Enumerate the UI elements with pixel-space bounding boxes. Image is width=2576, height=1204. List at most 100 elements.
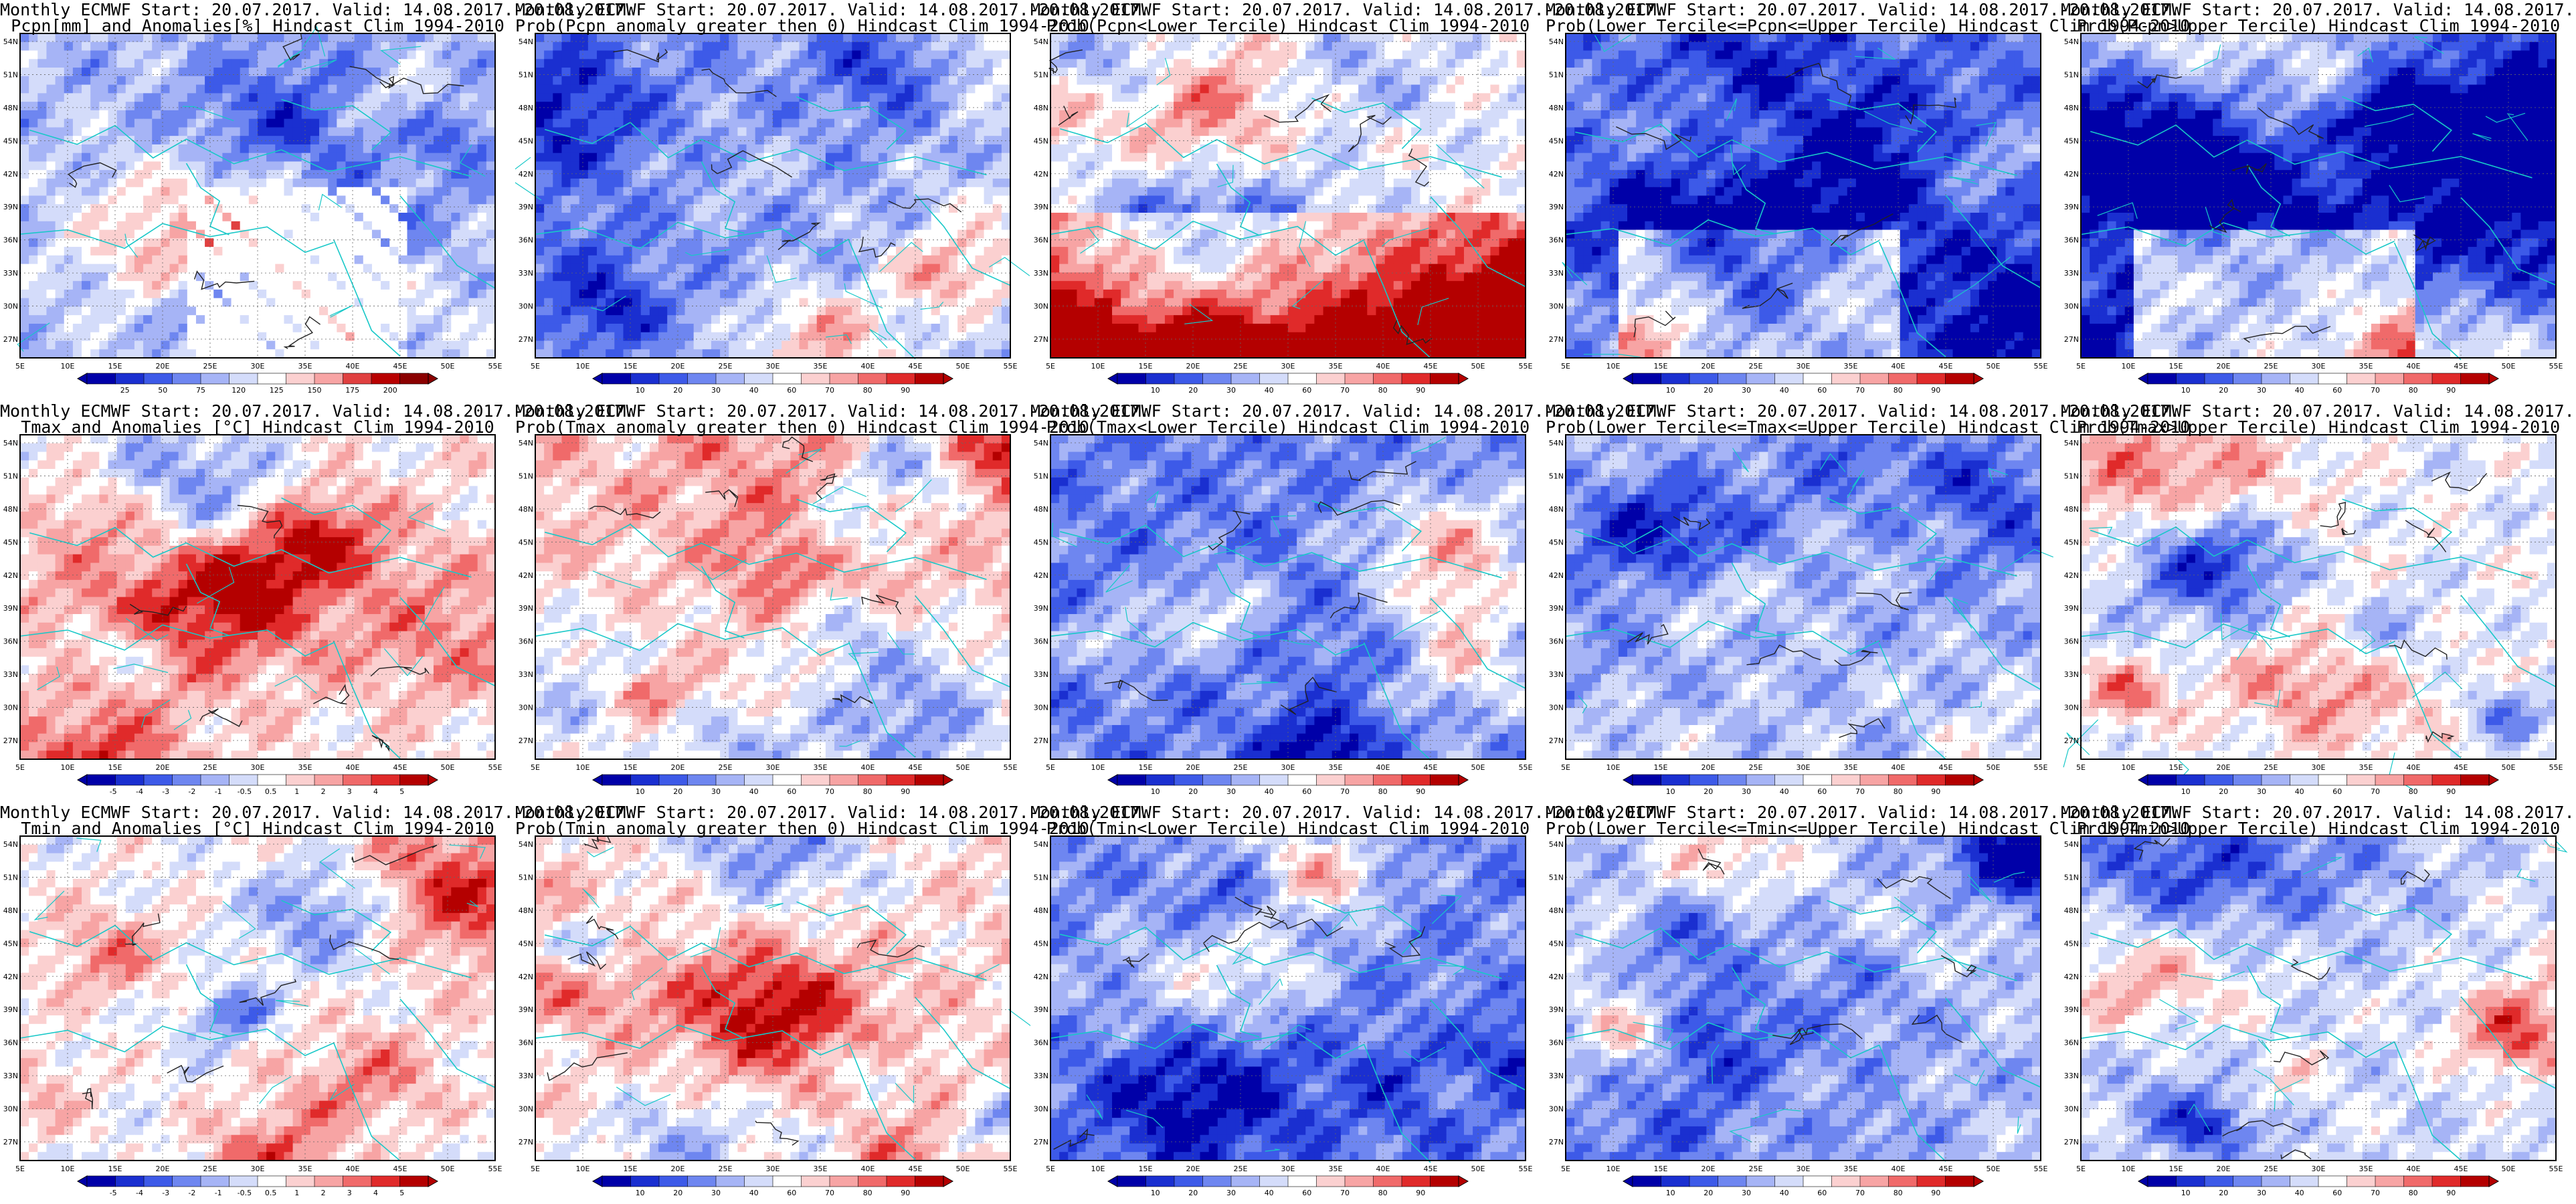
lon-tick-label: 35E	[2359, 763, 2373, 772]
colorbar-tick-label: 30	[1742, 1189, 1751, 1197]
lon-tick-label: 35E	[298, 362, 312, 371]
lat-tick-label: 36N	[519, 236, 533, 245]
lon-tick-label: 5E	[531, 1165, 540, 1173]
map-panel: 54N 51N 48N 45N 42N 39N 36N 33N 30N 27N 5E 10E 15E 20…	[1030, 803, 1665, 1204]
colorbar-swatch	[915, 373, 944, 385]
lon-tick-label: 15E	[108, 1165, 122, 1173]
colorbar-swatch	[172, 373, 201, 385]
graticule	[1050, 435, 1526, 759]
colorbar-swatch	[1831, 373, 1861, 385]
lat-tick-label: 36N	[2064, 1039, 2079, 1047]
lat-tick-label: 54N	[1034, 840, 1048, 849]
lat-tick-label: 42N	[3, 571, 18, 580]
colorbar-swatch	[744, 1175, 773, 1187]
lat-tick-label: 30N	[2064, 1105, 2079, 1114]
colorbar-tick-label: 40	[2295, 1189, 2304, 1197]
lat-tick-label: 36N	[3, 637, 18, 646]
colorbar-swatch	[2318, 1175, 2348, 1187]
lat-tick-label: 54N	[2064, 439, 2079, 447]
lon-tick-label: 5E	[15, 763, 25, 772]
map-frame	[535, 434, 1011, 760]
colorbar-tick-label: 20	[1188, 386, 1198, 395]
colorbar-swatch	[1632, 373, 1662, 385]
colorbar-swatch	[687, 774, 717, 786]
map-panel: 54N 51N 48N 45N 42N 39N 36N 33N 30N 27N 5E 10E 15E 20…	[1030, 401, 1665, 803]
colorbar-swatch	[858, 373, 887, 385]
lat-tick-label: 42N	[519, 170, 533, 179]
lon-tick-label: 30E	[1281, 362, 1295, 371]
lon-tick-label: 10E	[1091, 763, 1105, 772]
graticule	[535, 33, 1011, 358]
colorbar-swatch	[1230, 373, 1261, 385]
lon-tick-label: 45E	[393, 362, 407, 371]
lat-tick-label: 54N	[519, 37, 533, 46]
lat-tick-label: 51N	[1549, 70, 1564, 79]
lat-tick-label: 36N	[1549, 1039, 1564, 1047]
lat-tick-label: 51N	[2064, 472, 2079, 480]
graticule	[19, 836, 496, 1161]
lat-tick-label: 45N	[1549, 939, 1564, 948]
lon-tick-label: 25E	[2264, 1165, 2278, 1173]
lat-tick-label: 33N	[2064, 670, 2079, 679]
lat-tick-label: 51N	[1034, 472, 1048, 480]
coastlines	[1050, 894, 1526, 1163]
lon-tick-label: 55E	[2034, 763, 2048, 772]
colorbar-tick-label: 20	[2219, 1189, 2228, 1197]
colorbar-tick-label: 20	[673, 1189, 682, 1197]
lon-tick-label: 25E	[1234, 1165, 1248, 1173]
graticule	[1050, 33, 1526, 358]
colorbar-tick-label: 80	[2409, 1189, 2418, 1197]
colorbar-tick-label: 80	[863, 386, 872, 395]
colorbar-tick-label: 60	[2332, 386, 2342, 395]
colorbar-tick-label: 10	[2181, 787, 2191, 796]
colorbar-tick-label: 40	[1265, 1189, 1274, 1197]
lat-tick-label: 48N	[1034, 906, 1048, 915]
colorbar-tick-label: 2	[321, 787, 326, 796]
lat-tick-label: 51N	[2064, 70, 2079, 79]
lon-tick-label: 45E	[2454, 763, 2468, 772]
colorbar-swatch	[286, 1175, 315, 1187]
colorbar-tick-label: 1	[294, 1189, 299, 1197]
colorbar-tick-label: 60	[1817, 1189, 1827, 1197]
lon-tick-label: 15E	[2169, 763, 2183, 772]
colorbar-tick-label: 80	[1378, 386, 1388, 395]
lat-tick-label: 45N	[1034, 939, 1048, 948]
lon-tick-label: 40E	[2407, 362, 2421, 371]
lat-tick-label: 39N	[3, 203, 18, 211]
coastlines	[1562, 33, 2041, 358]
colorbar-swatch	[886, 1175, 916, 1187]
panel-title-line2: Prob(Tmin>Upper Tercile) Hindcast Clim 1…	[2061, 820, 2576, 837]
lat-tick-label: 27N	[519, 736, 533, 745]
colorbar-swatch	[1373, 774, 1402, 786]
map-panel: 54N 51N 48N 45N 42N 39N 36N 33N 30N 27N 5E 10E 15E 20…	[515, 401, 1149, 803]
colorbar-swatch	[1888, 373, 1918, 385]
panel-title-line2: Prob(Pcpn anomaly greater then 0) Hindca…	[515, 17, 1089, 35]
lat-tick-label: 48N	[519, 104, 533, 112]
lat-tick-label: 54N	[3, 840, 18, 849]
colorbar-tick-label: -0.5	[238, 1189, 252, 1197]
colorbar-tick-label: 80	[863, 787, 872, 796]
lon-tick-label: 50E	[2502, 763, 2516, 772]
colorbar-swatch	[715, 373, 745, 385]
lon-tick-label: 50E	[1987, 763, 2001, 772]
panel-title-line2: Prob(Lower Tercile<=Tmin<=Upper Tercile)…	[1546, 820, 2190, 837]
map-panel: 54N 51N 48N 45N 42N 39N 36N 33N 30N 27N 5E 10E 15E 20…	[0, 0, 634, 401]
colorbar-swatch	[2460, 373, 2490, 385]
colorbar-swatch	[229, 373, 258, 385]
colorbar-swatch	[371, 774, 401, 786]
lon-tick-label: 5E	[1561, 763, 1570, 772]
colorbar-tick-label: 20	[673, 386, 682, 395]
colorbar-swatch	[1689, 774, 1719, 786]
lon-tick-label: 35E	[1844, 763, 1858, 772]
lat-tick-label: 45N	[519, 939, 533, 948]
colorbar-swatch	[1202, 373, 1232, 385]
colorbar-swatch	[886, 373, 916, 385]
map-panel: 54N 51N 48N 45N 42N 39N 36N 33N 30N 27N 5E 10E 15E 20…	[1546, 401, 2190, 803]
colorbar-tick-label: 3	[347, 787, 352, 796]
lon-tick-label: 45E	[1424, 1165, 1438, 1173]
map-panel: 54N 51N 48N 45N 42N 39N 36N 33N 30N 27N 5E 10E 15E 20…	[2061, 0, 2576, 401]
colorbar-swatch	[2318, 373, 2348, 385]
colorbar-swatch	[1174, 774, 1204, 786]
lon-tick-label: 20E	[1701, 1165, 1716, 1173]
colorbar-swatch	[2375, 774, 2405, 786]
